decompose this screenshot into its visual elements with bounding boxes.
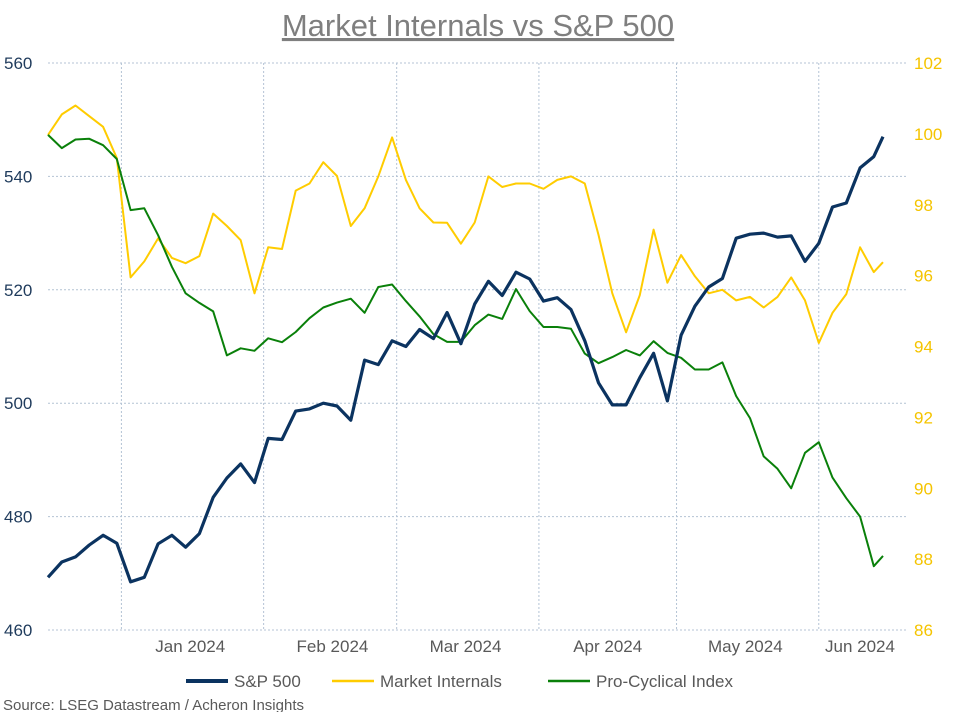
x-axis-tick-label: Jan 2024 bbox=[155, 637, 225, 656]
x-axis-tick-label: Apr 2024 bbox=[573, 637, 642, 656]
gridlines bbox=[48, 62, 908, 631]
right-axis-tick-label: 92 bbox=[914, 408, 933, 427]
x-axis-tick-label: May 2024 bbox=[708, 637, 783, 656]
right-axis-tick-label: 88 bbox=[914, 550, 933, 569]
legend-label: Pro-Cyclical Index bbox=[596, 672, 733, 691]
series-line-s-p-500 bbox=[46, 136, 885, 584]
right-axis-ticks: 86 88 90 92 94 96 98 100 102 bbox=[914, 54, 942, 640]
right-axis-tick-label: 100 bbox=[914, 125, 942, 144]
left-axis-tick-label: 480 bbox=[4, 508, 32, 527]
left-axis-tick-label: 520 bbox=[4, 281, 32, 300]
right-axis-tick-label: 86 bbox=[914, 621, 933, 640]
left-axis-tick-label: 540 bbox=[4, 167, 32, 186]
x-axis-tick-label: Jun 2024 bbox=[825, 637, 895, 656]
legend-item[interactable]: S&P 500 bbox=[186, 672, 301, 691]
series-line-pro-cyclical-index bbox=[47, 134, 884, 568]
series-line-market-internals bbox=[47, 104, 884, 344]
series-lines bbox=[46, 104, 885, 584]
x-axis-ticks: Jan 2024 Feb 2024 Mar 2024 Apr 2024 May 2024… bbox=[155, 637, 895, 656]
legend-item[interactable]: Market Internals bbox=[332, 672, 502, 691]
legend-item[interactable]: Pro-Cyclical Index bbox=[548, 672, 733, 691]
right-axis-tick-label: 96 bbox=[914, 267, 933, 286]
legend: S&P 500 Market Internals Pro-Cyclical Inde… bbox=[186, 672, 733, 691]
legend-label: Market Internals bbox=[380, 672, 502, 691]
left-axis-tick-label: 500 bbox=[4, 394, 32, 413]
right-axis-tick-label: 90 bbox=[914, 479, 933, 498]
chart-title: Market Internals vs S&P 500 bbox=[282, 8, 674, 43]
right-axis-tick-label: 94 bbox=[914, 338, 933, 357]
left-axis-tick-label: 560 bbox=[4, 54, 32, 73]
right-axis-tick-label: 98 bbox=[914, 196, 933, 215]
right-axis-tick-label: 102 bbox=[914, 54, 942, 73]
left-axis-ticks: 460 480 500 520 540 560 bbox=[4, 54, 32, 640]
legend-label: S&P 500 bbox=[234, 672, 301, 691]
x-axis-tick-label: Feb 2024 bbox=[297, 637, 369, 656]
source-note: Source: LSEG Datastream / Acheron Insigh… bbox=[3, 697, 304, 712]
left-axis-tick-label: 460 bbox=[4, 621, 32, 640]
chart-title-link[interactable]: Market Internals vs S&P 500 bbox=[282, 8, 674, 43]
x-axis-tick-label: Mar 2024 bbox=[430, 637, 502, 656]
